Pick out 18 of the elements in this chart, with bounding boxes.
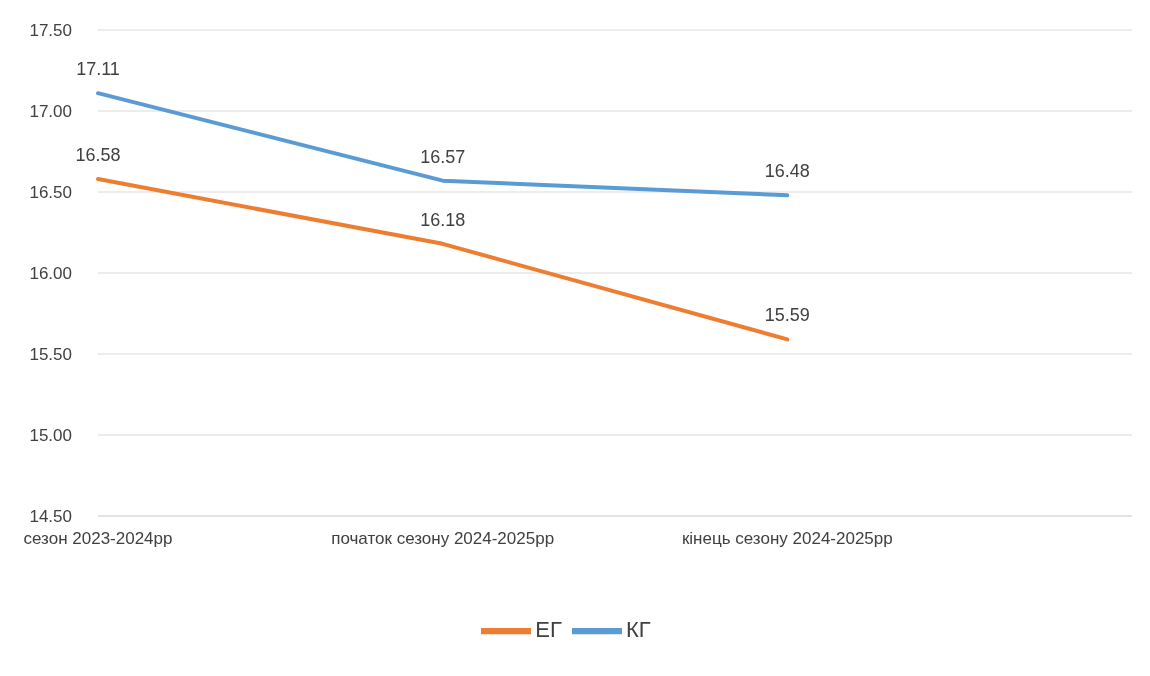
y-tick-label: 15.50 [29, 345, 72, 365]
y-tick-label: 16.00 [29, 264, 72, 284]
data-label: 16.58 [75, 145, 121, 166]
data-label: 15.59 [764, 305, 810, 326]
data-label: 17.11 [76, 59, 120, 80]
y-tick-label: 15.00 [29, 426, 72, 446]
y-tick-label: 16.50 [29, 183, 72, 203]
legend-label: КГ [625, 616, 651, 642]
data-label: 16.18 [420, 209, 466, 230]
legend-label: ЕГ [535, 616, 562, 642]
x-tick-label: початок сезону 2024-2025рр [331, 529, 555, 549]
x-tick-label: сезон 2023-2024рр [23, 529, 173, 549]
y-tick-label: 17.50 [29, 21, 72, 41]
y-tick-label: 17.00 [29, 102, 72, 122]
x-tick-label: кінець сезону 2024-2025рр [681, 529, 893, 549]
data-label: 16.57 [420, 146, 466, 167]
y-tick-label: 14.50 [29, 507, 72, 527]
data-label: 16.48 [764, 161, 810, 182]
